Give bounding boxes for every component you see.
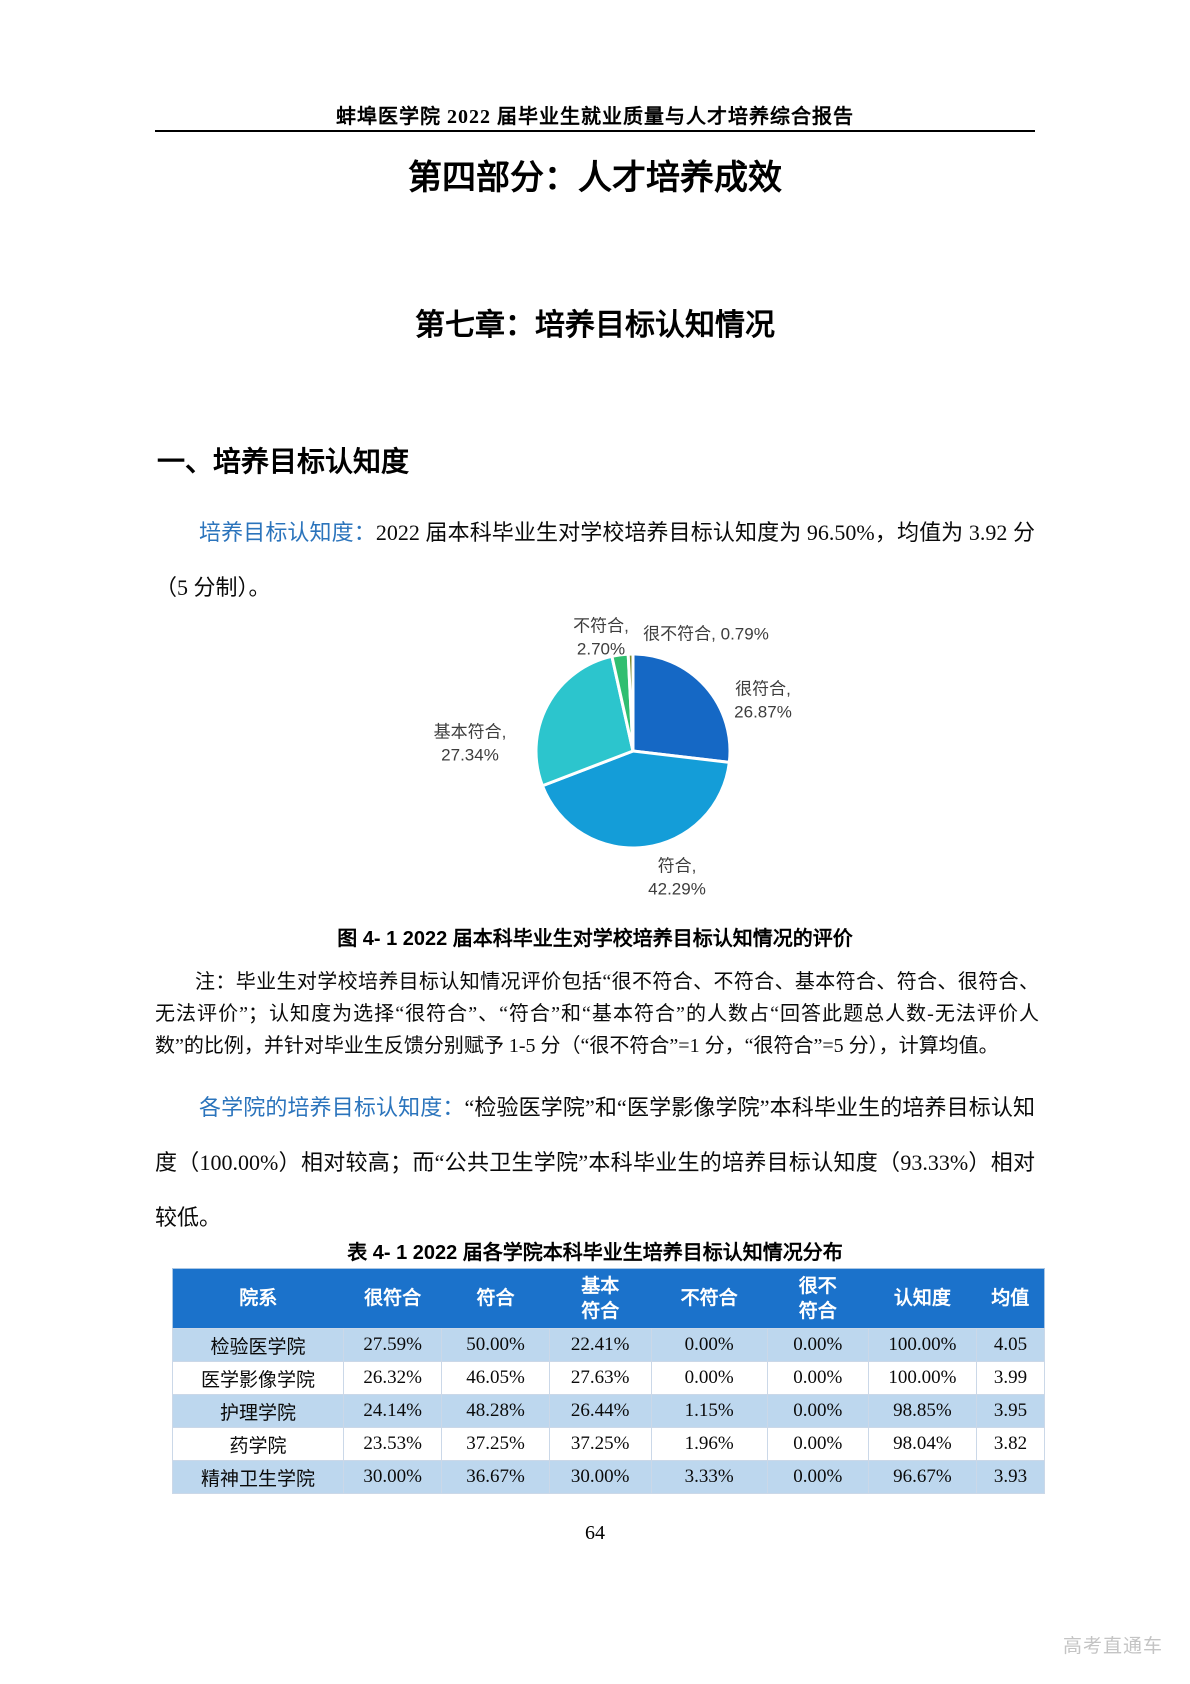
table-cell: 37.25% [548,1427,652,1461]
table-cell: 精神卫生学院 [172,1460,344,1494]
pie-label: 符合, [658,856,697,875]
section-heading: 一、培养目标认知度 [157,446,410,477]
paragraph-lead: 各学院的培养目标认知度： [199,1095,465,1120]
column-header: 院系 [172,1268,344,1329]
column-header: 基本 符合 [549,1268,652,1329]
pie-slice-1 [631,652,732,764]
table-cell: 3.93 [975,1460,1046,1494]
table-cell: 22.41% [548,1328,652,1362]
table-cell: 100.00% [867,1361,977,1395]
paragraph-lead: 培养目标认知度： [199,520,376,545]
table-container: 院系 很符合 符合 基本 符合 不符合 很不 符合 认知度 均值 检验医学院 27.59% 50.… [172,1268,1046,1494]
page-number: 64 [585,1522,605,1544]
pie-slice-2 [540,749,731,850]
table-cell: 98.85% [867,1394,977,1428]
column-header: 不符合 [651,1268,768,1329]
paragraph-cognition-by-college: 各学院的培养目标认知度：“检验医学院”和“医学影像学院”本科毕业生的培养目标认知… [155,1080,1035,1245]
part-title: 第四部分：人才培养成效 [408,159,782,197]
pie-chart-figure: 很符合, 26.87% 符合, 42.29% 基本符合, 27.34% 不符合, 2.70% 很… [155,600,1035,910]
table-cell: 27.59% [342,1328,443,1362]
table-cell: 36.67% [441,1460,550,1494]
table-cell: 4.05 [975,1328,1046,1362]
table-cell: 1.15% [650,1394,768,1428]
table-cell: 26.44% [548,1394,652,1428]
table-cell: 37.25% [441,1427,550,1461]
column-header: 均值 [976,1268,1045,1329]
paragraph-text: 2022 届本科毕业生对学校培养目标认知度为 96.50%，均值为 3.92 分… [155,520,1035,600]
table-caption: 表 4- 1 2022 届各学院本科毕业生培养目标认知情况分布 [347,1242,843,1264]
table-cell: 医学影像学院 [172,1361,344,1395]
table-cell: 50.00% [441,1328,550,1362]
watermark: 高考直通车 [1062,1636,1163,1657]
pie-label: 很符合, [735,679,791,698]
pie-slice-3 [534,654,635,788]
figure-caption: 图 4- 1 2022 届本科毕业生对学校培养目标认知情况的评价 [337,928,853,950]
column-header: 认知度 [868,1268,977,1329]
table-row: 护理学院 24.14% 48.28% 26.44% 1.15% 0.00% 98.85% 3.… [172,1394,1046,1428]
table-cell: 30.00% [342,1460,443,1494]
column-header: 很不 符合 [767,1268,869,1329]
table-cell: 48.28% [441,1394,550,1428]
table-cell: 药学院 [172,1427,344,1461]
pie-label: 很不符合, 0.79% [643,624,769,643]
table-cell: 26.32% [342,1361,443,1395]
table-cell: 护理学院 [172,1394,344,1428]
table-row: 药学院 23.53% 37.25% 37.25% 1.96% 0.00% 98.04% 3.8… [172,1427,1046,1461]
table-cell: 3.99 [975,1361,1046,1395]
college-cognition-table: 院系 很符合 符合 基本 符合 不符合 很不 符合 认知度 均值 检验医学院 27.59% 50.… [172,1268,1046,1494]
table-cell: 100.00% [867,1328,977,1362]
pie-label: 基本符合, [434,722,507,741]
table-cell: 0.00% [766,1427,869,1461]
table-cell: 98.04% [867,1427,977,1461]
table-cell: 0.00% [650,1328,768,1362]
table-cell: 23.53% [342,1427,443,1461]
table-cell: 96.67% [867,1460,977,1494]
table-row: 检验医学院 27.59% 50.00% 22.41% 0.00% 0.00% 100.00%… [172,1328,1046,1362]
pie-label: 26.87% [734,702,792,721]
table-cell: 0.00% [766,1361,869,1395]
pie-label: 42.29% [648,879,706,898]
table-cell: 1.96% [650,1427,768,1461]
table-cell: 3.82 [975,1427,1046,1461]
running-header: 蚌埠医学院 2022 届毕业生就业质量与人才培养综合报告 [336,106,854,128]
table-cell: 0.00% [766,1460,869,1494]
pie-slice-5 [626,652,635,753]
column-header: 符合 [441,1268,550,1329]
table-cell: 0.00% [766,1328,869,1362]
table-row: 精神卫生学院 30.00% 36.67% 30.00% 3.33% 0.00% 96.67%… [172,1460,1046,1494]
paragraph-text: “检验医学院”和“医学影像学院”本科毕业生的培养目标认知度（100.00%）相对… [155,1095,1035,1230]
figure-note: 注：毕业生对学校培养目标认知情况评价包括“很不符合、不符合、基本符合、符合、很符… [155,971,1039,1057]
column-header: 很符合 [343,1268,442,1329]
chapter-title: 第七章：培养目标认知情况 [415,309,775,342]
pie-label: 27.34% [441,745,499,764]
pie-chart: 很符合, 26.87% 符合, 42.29% 基本符合, 27.34% 不符合, 2.70% 很… [434,616,792,898]
table-cell: 检验医学院 [172,1328,344,1362]
table-cell: 3.95 [975,1394,1046,1428]
table-cell: 0.00% [766,1394,869,1428]
table-cell: 30.00% [548,1460,652,1494]
pie-label: 2.70% [577,639,625,658]
table-cell: 27.63% [548,1361,652,1395]
table-cell: 24.14% [342,1394,443,1428]
header-divider [155,130,1035,132]
pie-label: 不符合, [573,616,629,635]
table-cell: 0.00% [650,1361,768,1395]
table-cell: 3.33% [650,1460,768,1494]
table-row: 医学影像学院 26.32% 46.05% 27.63% 0.00% 0.00% 100.00… [172,1361,1046,1395]
table-header-row: 院系 很符合 符合 基本 符合 不符合 很不 符合 认知度 均值 [172,1268,1045,1329]
table-cell: 46.05% [441,1361,550,1395]
paragraph-cognition-overall: 培养目标认知度：2022 届本科毕业生对学校培养目标认知度为 96.50%，均值… [155,505,1035,615]
